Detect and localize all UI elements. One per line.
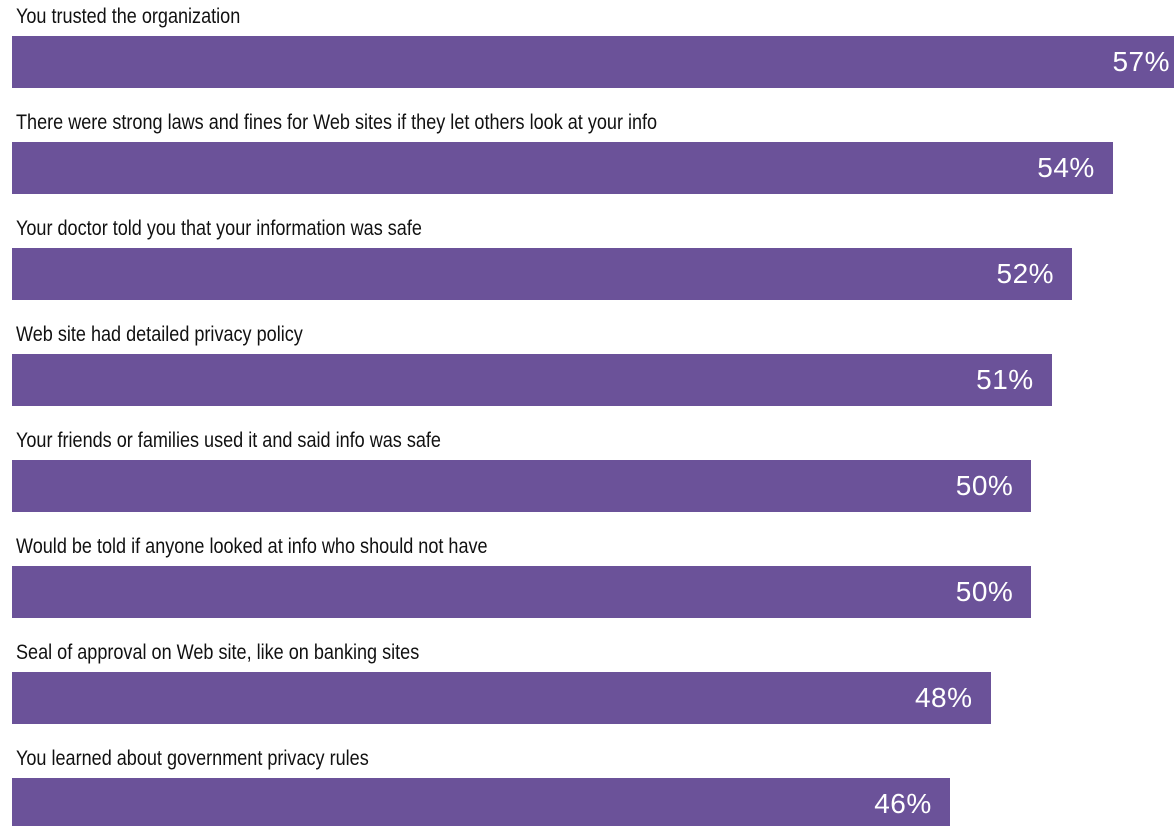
category-label: You trusted the organization xyxy=(16,5,241,28)
bar-value-label: 51% xyxy=(976,364,1034,395)
category-label: There were strong laws and fines for Web… xyxy=(16,111,658,134)
bar-value-label: 57% xyxy=(1112,46,1170,77)
bar xyxy=(12,460,1032,512)
category-label: Your friends or families used it and sai… xyxy=(16,429,441,452)
bar-value-label: 50% xyxy=(955,576,1014,607)
bar xyxy=(12,566,1032,618)
category-label: Seal of approval on Web site, like on ba… xyxy=(16,641,420,664)
bar xyxy=(12,778,950,826)
bar-value-label: 54% xyxy=(1037,152,1095,183)
bar-value-label: 46% xyxy=(874,788,932,819)
bar xyxy=(12,142,1113,194)
bar xyxy=(12,36,1174,88)
bar-value-label: 48% xyxy=(914,682,973,713)
bar xyxy=(12,248,1073,300)
bar xyxy=(12,672,991,724)
category-label: Would be told if anyone looked at info w… xyxy=(16,535,488,558)
bar-value-label: 50% xyxy=(955,470,1014,501)
category-label: You learned about government privacy rul… xyxy=(16,747,369,770)
category-label: Your doctor told you that your informati… xyxy=(16,217,422,240)
bar-value-label: 52% xyxy=(996,258,1055,289)
category-label: Web site had detailed privacy policy xyxy=(16,323,303,346)
bar xyxy=(12,354,1052,406)
